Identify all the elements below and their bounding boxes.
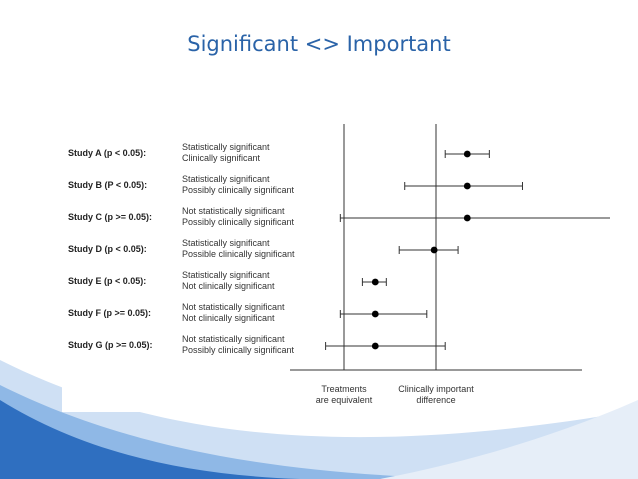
study-label: Study C (p >= 0.05): bbox=[68, 212, 153, 222]
axis-caption-2: Clinically important difference bbox=[386, 384, 486, 406]
point-estimate bbox=[463, 182, 471, 190]
forest-plot-figure: Study A (p < 0.05): Statistically signifi… bbox=[62, 124, 610, 412]
study-label: Study B (P < 0.05): bbox=[68, 180, 148, 190]
study-description: Not statistically significant bbox=[182, 302, 285, 312]
study-label: Study A (p < 0.05): bbox=[68, 148, 147, 158]
point-estimate bbox=[430, 246, 438, 254]
point-estimate bbox=[463, 214, 471, 222]
study-description-secondary: Clinically significant bbox=[182, 153, 261, 163]
study-description: Not statistically significant bbox=[182, 206, 285, 216]
point-estimate bbox=[371, 278, 379, 286]
study-label: Study F (p >= 0.05): bbox=[68, 308, 152, 318]
slide-title: Significant <> Important bbox=[187, 32, 451, 56]
study-description: Not statistically significant bbox=[182, 334, 285, 344]
study-description: Statistically significant bbox=[182, 270, 270, 280]
axis-caption-line2: difference bbox=[416, 395, 456, 405]
point-estimate bbox=[371, 342, 379, 350]
study-description-secondary: Possibly clinically significant bbox=[182, 185, 295, 195]
study-description-secondary: Possibly clinically significant bbox=[182, 345, 295, 355]
study-description: Statistically significant bbox=[182, 142, 270, 152]
study-description-secondary: Possibly clinically significant bbox=[182, 217, 295, 227]
study-description-secondary: Possible clinically significant bbox=[182, 249, 295, 259]
axis-caption-line1: Treatments bbox=[321, 384, 367, 394]
forest-plot bbox=[290, 124, 610, 371]
study-description-secondary: Not clinically significant bbox=[182, 281, 275, 291]
axis-caption-line1: Clinically important bbox=[398, 384, 474, 394]
point-estimate bbox=[463, 150, 471, 158]
study-label: Study E (p < 0.05): bbox=[68, 276, 147, 286]
point-estimate bbox=[371, 310, 379, 318]
axis-caption-line2: are equivalent bbox=[315, 395, 373, 405]
study-label: Study G (p >= 0.05): bbox=[68, 340, 153, 350]
study-description: Statistically significant bbox=[182, 238, 270, 248]
study-description-secondary: Not clinically significant bbox=[182, 313, 275, 323]
study-description: Statistically significant bbox=[182, 174, 270, 184]
axis-caption-1: Treatments are equivalent bbox=[294, 384, 394, 406]
study-label: Study D (p < 0.05): bbox=[68, 244, 147, 254]
